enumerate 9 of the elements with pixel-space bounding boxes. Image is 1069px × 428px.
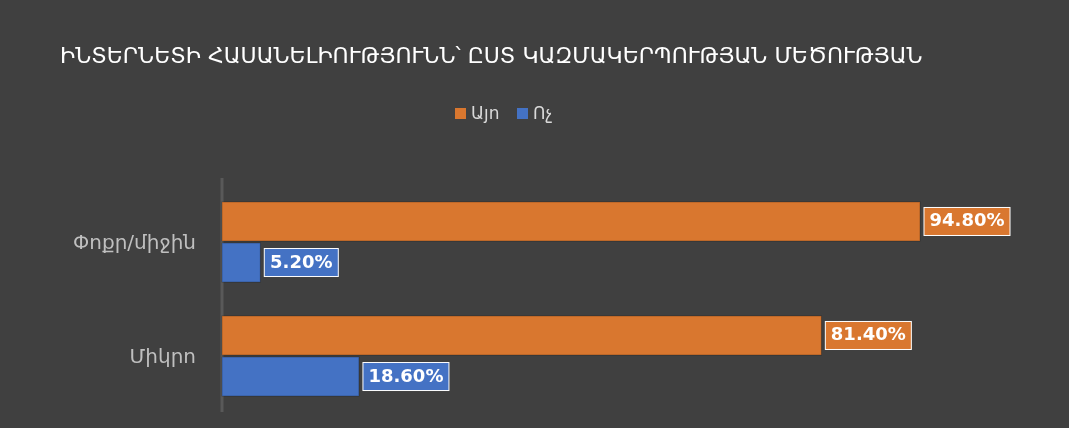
legend-label: Ոչ	[533, 103, 553, 123]
data-label: 94.80%	[929, 209, 1005, 231]
data-label: 18.60%	[368, 364, 444, 386]
chart-title: ԻՆՏԵՐՆԵՏԻ ՀԱՍԱՆԵԼԻՈՒԹՅՈՒՆՆ՝ ԸՍՏ ԿԱԶՄԱԿԵՐՊՈՒԹՅԱՆ ՄԵԾՈՒԹՅԱՆ	[60, 43, 923, 68]
y-tick-label: Միկրո	[129, 343, 196, 368]
legend-label: Այո	[471, 103, 500, 123]
y-tick-label: Փոքր/միջին	[73, 229, 196, 254]
data-label: 5.20%	[270, 250, 333, 272]
data-label: 81.40%	[830, 323, 906, 345]
